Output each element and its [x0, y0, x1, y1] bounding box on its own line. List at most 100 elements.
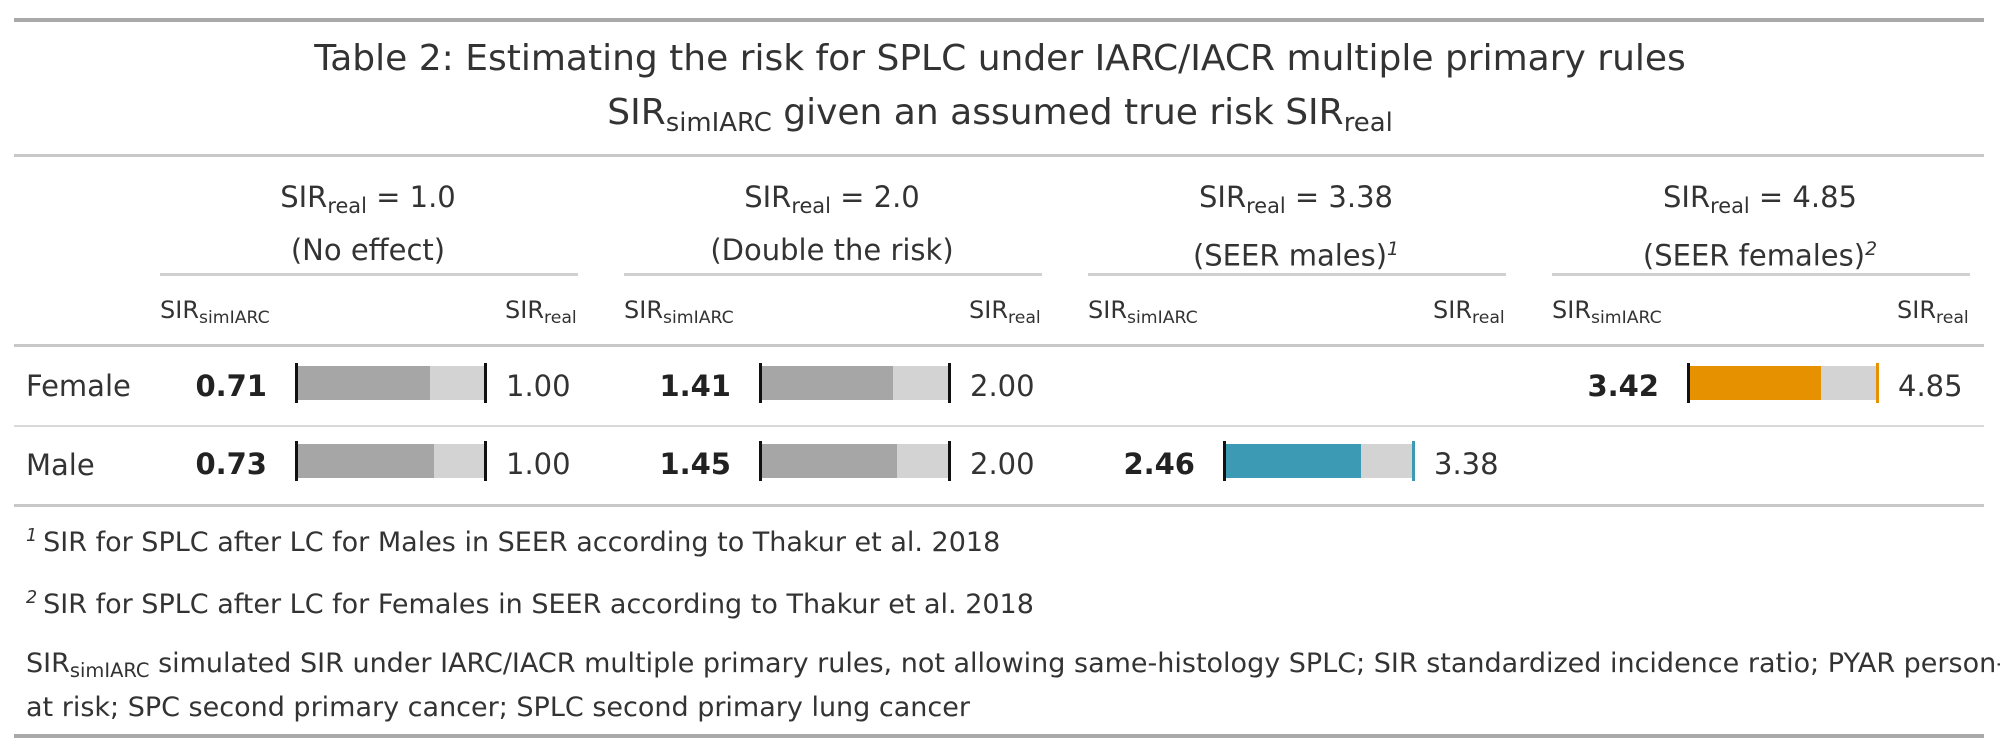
sim-value: 0.73 [195, 447, 267, 481]
footnote-marker: 2 [1865, 239, 1878, 260]
footnote-mark: 1 [26, 526, 38, 546]
spanner-rule-1 [160, 273, 578, 276]
col-sir: SIR [624, 296, 663, 324]
col-header-real-4: SIRreal [1897, 296, 1969, 328]
top-rule [14, 18, 1984, 22]
spanner-sub: real [791, 193, 831, 218]
footnote-mark: 2 [26, 588, 38, 608]
row-divider [14, 425, 1984, 427]
table-title: Table 2: Estimating the risk for SPLC un… [0, 38, 2000, 79]
col-header-simiarc-4: SIRsimIARC [1552, 296, 1662, 328]
bar-reference-marker [948, 363, 951, 403]
bar-fill [298, 366, 430, 400]
col-sub: simIARC [199, 307, 270, 328]
ratio-bar [759, 363, 951, 403]
subtitle-sub-real: real [1343, 108, 1393, 139]
bar-baseline [759, 441, 762, 481]
bar-fill [1226, 444, 1361, 478]
bar-baseline [295, 441, 298, 481]
bar-baseline [295, 363, 298, 403]
footnote-marker: 1 [1387, 239, 1400, 260]
col-header-real-3: SIRreal [1433, 296, 1505, 328]
col-sub: simIARC [663, 307, 734, 328]
spanner-desc: (SEER males) [1192, 238, 1388, 273]
col-sir: SIR [969, 296, 1008, 324]
ratio-bar [1687, 363, 1879, 403]
bar-fill [762, 444, 897, 478]
sim-value: 1.41 [659, 369, 731, 403]
sim-value: 3.42 [1587, 369, 1659, 403]
row-label-male: Male [26, 448, 95, 482]
bar-reference-marker [484, 363, 487, 403]
real-value: 1.00 [506, 369, 571, 403]
spanner-eq: = 3.38 [1285, 180, 1393, 214]
abbr-text: simulated SIR under IARC/IACR multiple p… [149, 648, 2000, 679]
sim-value: 0.71 [195, 369, 267, 403]
col-sir: SIR [1552, 296, 1591, 324]
ratio-bar [295, 363, 487, 403]
footnote-1: 1 SIR for SPLC after LC for Males in SEER… [26, 526, 1000, 558]
bar-baseline [1223, 441, 1226, 481]
col-sir: SIR [1433, 296, 1472, 324]
row-label-female: Female [26, 369, 131, 403]
abbreviations-line1: SIRsimIARC simulated SIR under IARC/IACR… [26, 648, 2000, 683]
spanner-sir-4: SIRreal = 4.85 (SEER females)2 [1550, 172, 1970, 281]
spanner-rule-2 [624, 273, 1042, 276]
bar-fill [762, 366, 893, 400]
spanner-sub: real [1246, 193, 1286, 218]
bar-reference-marker [1412, 441, 1415, 481]
col-sub: real [1008, 307, 1041, 328]
subtitle-mid: given an assumed true risk SIR [771, 92, 1344, 133]
ratio-bar [295, 441, 487, 481]
sim-value: 2.46 [1123, 447, 1195, 481]
spanner-sir: SIR [280, 180, 328, 214]
bar-fill [1690, 366, 1821, 400]
spanner-sir: SIR [744, 180, 792, 214]
spanner-rule-4 [1552, 273, 1970, 276]
bottom-rule [14, 734, 1984, 738]
abbr-sub: simIARC [69, 659, 150, 683]
col-header-real-2: SIRreal [969, 296, 1041, 328]
title-line1: Table 2: Estimating the risk for SPLC un… [314, 38, 1686, 79]
real-value: 3.38 [1434, 447, 1499, 481]
spanner-desc: (No effect) [290, 233, 446, 267]
bar-reference-marker [948, 441, 951, 481]
spanner-eq: = 2.0 [830, 180, 920, 214]
col-sir: SIR [160, 296, 199, 324]
spanner-desc: (Double the risk) [710, 233, 954, 267]
footnote-text: SIR for SPLC after LC for Females in SEE… [43, 589, 1034, 620]
subtitle-sub-simiarc: simIARC [665, 108, 772, 139]
bar-fill [298, 444, 434, 478]
col-sub: simIARC [1591, 307, 1662, 328]
col-sub: real [1936, 307, 1969, 328]
title-bottom-rule [14, 154, 1984, 157]
real-value: 1.00 [506, 447, 571, 481]
spanner-eq: = 1.0 [366, 180, 456, 214]
col-header-real-1: SIRreal [505, 296, 577, 328]
bar-reference-marker [484, 441, 487, 481]
bar-baseline [1687, 363, 1690, 403]
sim-value: 1.45 [659, 447, 731, 481]
bar-baseline [759, 363, 762, 403]
col-sir: SIR [1897, 296, 1936, 324]
col-sub: real [544, 307, 577, 328]
spanner-rule-3 [1088, 273, 1506, 276]
col-sir: SIR [505, 296, 544, 324]
ratio-bar [759, 441, 951, 481]
col-sub: real [1472, 307, 1505, 328]
spanner-sub: real [327, 193, 367, 218]
real-value: 2.00 [970, 447, 1035, 481]
spanner-sir: SIR [1199, 180, 1247, 214]
bar-reference-marker [1876, 363, 1879, 403]
footnote-2: 2 SIR for SPLC after LC for Females in SE… [26, 588, 1034, 620]
col-header-simiarc-2: SIRsimIARC [624, 296, 734, 328]
subtitle-sir: SIR [607, 92, 666, 133]
col-header-simiarc-1: SIRsimIARC [160, 296, 270, 328]
spanner-sir: SIR [1663, 180, 1711, 214]
header-bottom-rule [14, 344, 1984, 347]
col-header-simiarc-3: SIRsimIARC [1088, 296, 1198, 328]
ratio-bar [1223, 441, 1415, 481]
abbr-sir: SIR [26, 648, 70, 679]
spanner-sub: real [1710, 193, 1750, 218]
col-sir: SIR [1088, 296, 1127, 324]
